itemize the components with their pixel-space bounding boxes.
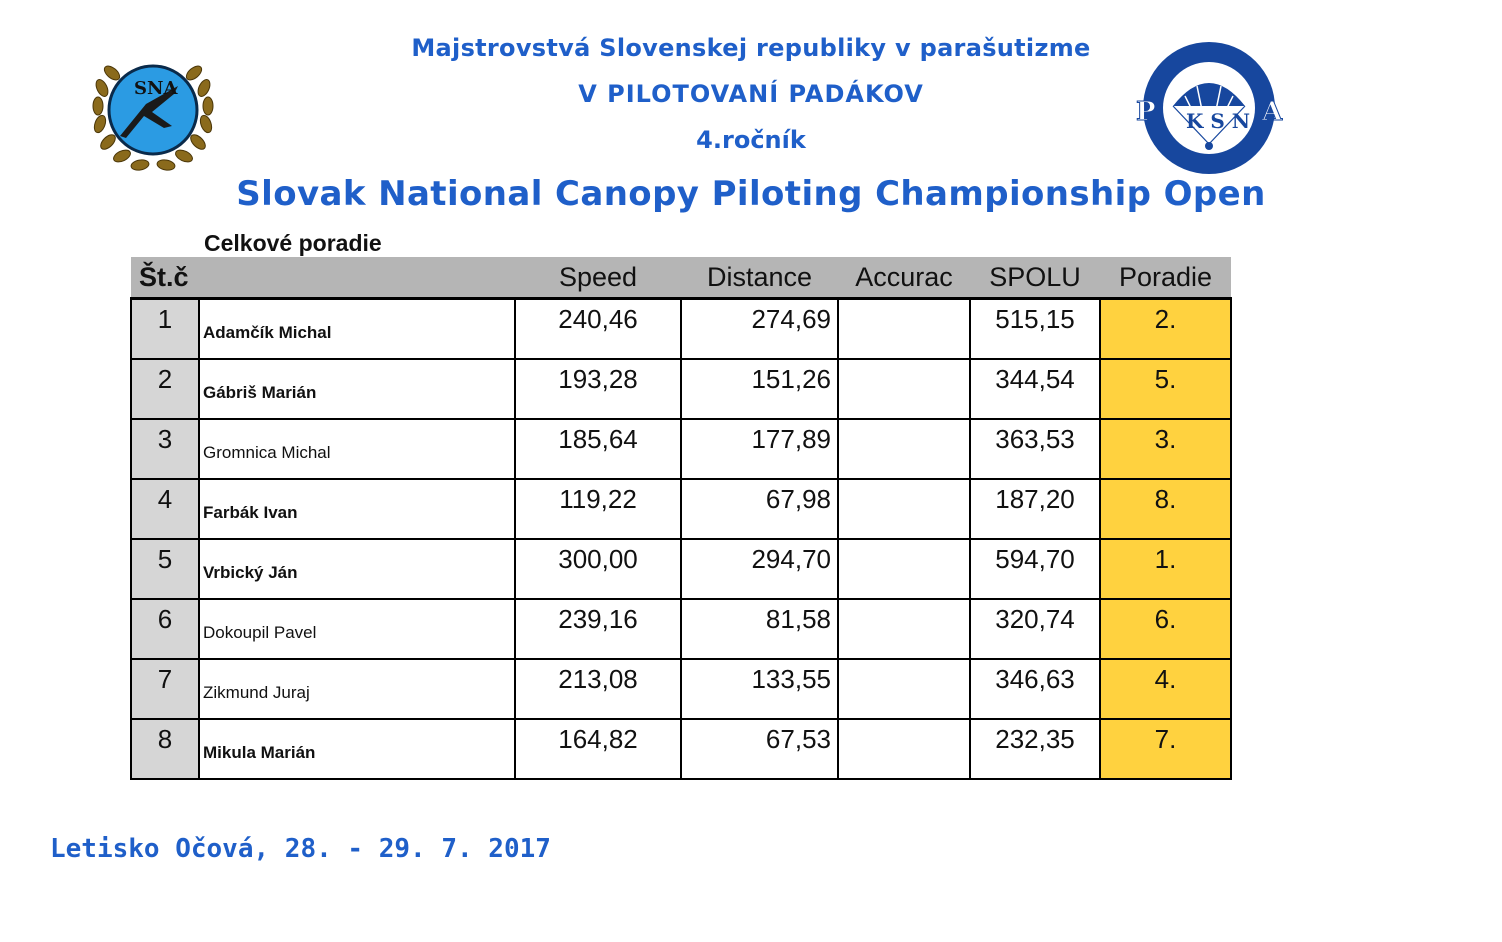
cell-speed: 119,22: [514, 478, 682, 540]
header-name: [199, 257, 515, 300]
table-row: 2 Gábriš Marián 193,28 151,26 344,54 5.: [130, 358, 1232, 420]
cell-name: Vrbický Ján: [198, 538, 516, 600]
event-discipline: V PILOTOVANÍ PADÁKOV: [578, 80, 924, 108]
cell-rank: 2.: [1099, 297, 1232, 360]
cell-total: 320,74: [969, 598, 1101, 660]
cell-accuracy: [837, 418, 971, 480]
cell-speed: 300,00: [514, 538, 682, 600]
event-edition: 4.ročník: [696, 126, 806, 154]
cell-distance: 177,89: [680, 418, 839, 480]
cell-num: 3: [130, 418, 200, 480]
cell-rank: 1.: [1099, 538, 1232, 600]
parachute-club-logo-icon: P A K S N: [1136, 42, 1284, 174]
header-speed: Speed: [515, 257, 681, 300]
cell-rank: 8.: [1099, 478, 1232, 540]
header-distance: Distance: [681, 257, 838, 300]
cell-num: 8: [130, 718, 200, 780]
header-accuracy: Accurac: [838, 257, 970, 300]
event-title-slovak: Majstrovstvá Slovenskej republiky v para…: [411, 34, 1091, 62]
cell-rank: 5.: [1099, 358, 1232, 420]
header-total: SPOLU: [970, 257, 1100, 300]
cell-rank: 3.: [1099, 418, 1232, 480]
cell-accuracy: [837, 358, 971, 420]
table-row: 5 Vrbický Ján 300,00 294,70 594,70 1.: [130, 538, 1232, 600]
svg-text:A: A: [1261, 97, 1283, 127]
cell-distance: 67,53: [680, 718, 839, 780]
cell-distance: 274,69: [680, 297, 839, 360]
cell-total: 344,54: [969, 358, 1101, 420]
cell-rank: 7.: [1099, 718, 1232, 780]
sna-logo-icon: SNA: [92, 64, 214, 171]
header-rank: Poradie: [1100, 257, 1231, 300]
cell-num: 1: [130, 297, 200, 360]
cell-speed: 193,28: [514, 358, 682, 420]
cell-accuracy: [837, 297, 971, 360]
cell-accuracy: [837, 598, 971, 660]
results-subtitle: Celkové poradie: [204, 230, 382, 256]
svg-text:P: P: [1136, 97, 1156, 127]
cell-distance: 151,26: [680, 358, 839, 420]
header-num: Št.č: [131, 257, 199, 300]
table-row: 8 Mikula Marián 164,82 67,53 232,35 7.: [130, 718, 1232, 780]
cell-speed: 239,16: [514, 598, 682, 660]
event-venue-date: Letisko Očová, 28. - 29. 7. 2017: [50, 834, 551, 864]
cell-accuracy: [837, 718, 971, 780]
cell-num: 2: [130, 358, 200, 420]
table-row: 7 Zikmund Juraj 213,08 133,55 346,63 4.: [130, 658, 1232, 720]
cell-num: 5: [130, 538, 200, 600]
cell-name: Dokoupil Pavel: [198, 598, 516, 660]
cell-name: Gábriš Marián: [198, 358, 516, 420]
cell-name: Mikula Marián: [198, 718, 516, 780]
event-title-english: Slovak National Canopy Piloting Champion…: [236, 174, 1266, 214]
table-row: 6 Dokoupil Pavel 239,16 81,58 320,74 6.: [130, 598, 1232, 660]
cell-name: Gromnica Michal: [198, 418, 516, 480]
cell-total: 363,53: [969, 418, 1101, 480]
cell-accuracy: [837, 658, 971, 720]
cell-name: Farbák Ivan: [198, 478, 516, 540]
cell-rank: 6.: [1099, 598, 1232, 660]
cell-distance: 133,55: [680, 658, 839, 720]
cell-total: 232,35: [969, 718, 1101, 780]
table-header-row: Št.č Speed Distance Accurac SPOLU Poradi…: [131, 257, 1231, 300]
cell-num: 4: [130, 478, 200, 540]
table-row: 3 Gromnica Michal 185,64 177,89 363,53 3…: [130, 418, 1232, 480]
cell-total: 594,70: [969, 538, 1101, 600]
cell-total: 187,20: [969, 478, 1101, 540]
svg-text:K S N: K S N: [1186, 109, 1250, 133]
cell-speed: 213,08: [514, 658, 682, 720]
cell-name: Adamčík Michal: [198, 297, 516, 360]
cell-num: 6: [130, 598, 200, 660]
table-row: 4 Farbák Ivan 119,22 67,98 187,20 8.: [130, 478, 1232, 540]
cell-speed: 240,46: [514, 297, 682, 360]
cell-name: Zikmund Juraj: [198, 658, 516, 720]
cell-distance: 67,98: [680, 478, 839, 540]
cell-total: 515,15: [969, 297, 1101, 360]
results-table: Št.č Speed Distance Accurac SPOLU Poradi…: [130, 257, 1232, 780]
cell-accuracy: [837, 538, 971, 600]
cell-total: 346,63: [969, 658, 1101, 720]
sna-logo-text: SNA: [134, 78, 178, 99]
cell-speed: 164,82: [514, 718, 682, 780]
cell-distance: 81,58: [680, 598, 839, 660]
cell-accuracy: [837, 478, 971, 540]
cell-rank: 4.: [1099, 658, 1232, 720]
cell-distance: 294,70: [680, 538, 839, 600]
cell-num: 7: [130, 658, 200, 720]
table-row: 1 Adamčík Michal 240,46 274,69 515,15 2.: [130, 297, 1232, 360]
cell-speed: 185,64: [514, 418, 682, 480]
